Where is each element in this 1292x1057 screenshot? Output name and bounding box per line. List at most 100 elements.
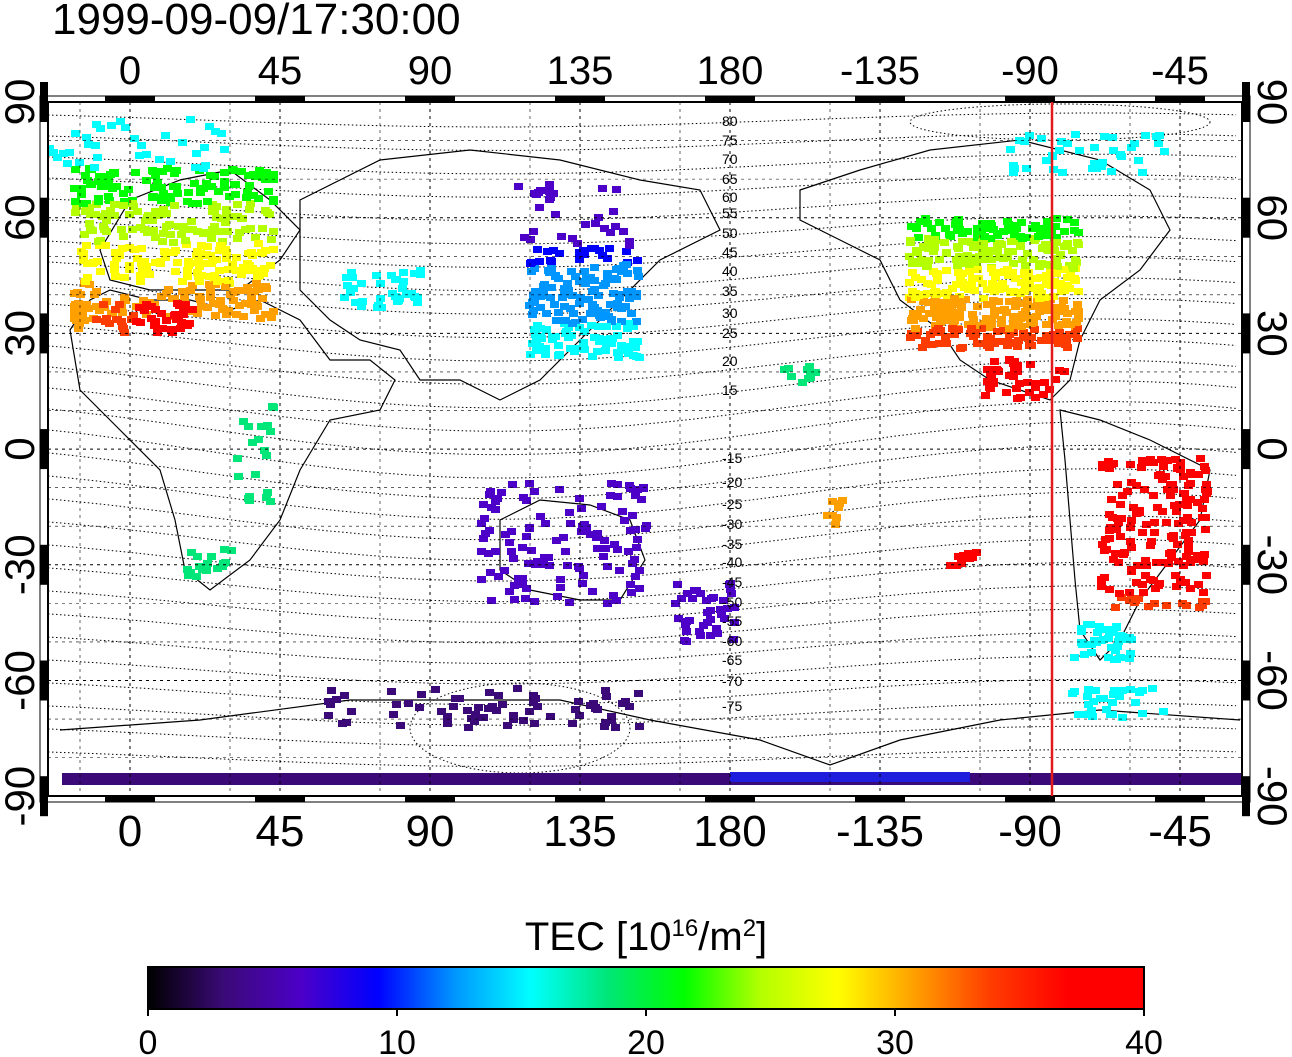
tec-cell bbox=[561, 330, 570, 337]
tec-cell bbox=[610, 275, 619, 282]
tec-cell bbox=[178, 139, 187, 146]
tec-cell bbox=[1050, 278, 1059, 285]
tec-cell bbox=[954, 220, 963, 227]
tec-cell bbox=[1164, 560, 1173, 567]
tec-cell bbox=[720, 615, 729, 622]
tec-cell bbox=[1008, 248, 1017, 255]
tec-cell bbox=[1146, 542, 1155, 549]
tec-cell bbox=[510, 582, 519, 589]
tec-cell bbox=[215, 228, 224, 235]
tec-cell bbox=[635, 585, 644, 592]
tec-cell bbox=[1077, 628, 1086, 635]
tec-cell bbox=[546, 713, 555, 720]
tec-cell bbox=[173, 259, 182, 266]
left-latitude-label: -90 bbox=[0, 766, 43, 827]
tec-cell bbox=[1052, 234, 1061, 241]
tec-cell bbox=[1141, 557, 1150, 564]
tec-cell bbox=[588, 304, 597, 311]
tec-cell bbox=[546, 257, 555, 264]
tec-cell bbox=[1074, 315, 1083, 322]
tec-cell bbox=[543, 248, 552, 255]
tec-cell bbox=[1119, 551, 1128, 558]
tec-cell bbox=[911, 290, 920, 297]
tec-cell bbox=[1126, 538, 1135, 545]
tec-cell bbox=[1026, 361, 1035, 368]
tec-cell bbox=[1090, 160, 1099, 167]
tec-cell bbox=[631, 526, 640, 533]
tec-observation-cells bbox=[34, 116, 1242, 785]
tec-cell bbox=[946, 313, 955, 320]
tec-cell bbox=[541, 345, 550, 352]
tec-cell bbox=[595, 247, 604, 254]
tec-cell bbox=[65, 149, 74, 156]
tec-cell bbox=[166, 231, 175, 238]
tec-cell bbox=[340, 692, 349, 699]
tec-cell bbox=[1138, 687, 1147, 694]
tec-cell bbox=[181, 237, 190, 244]
tec-cell bbox=[811, 369, 820, 376]
tec-cell bbox=[577, 505, 586, 512]
tec-cell bbox=[515, 580, 524, 587]
bottom-longitude-label: 0 bbox=[118, 807, 142, 856]
tec-cell bbox=[1035, 284, 1044, 291]
tec-cell bbox=[929, 248, 938, 255]
tec-cell bbox=[1132, 482, 1141, 489]
tec-cell bbox=[173, 190, 182, 197]
tec-cell bbox=[1087, 649, 1096, 656]
tec-cell bbox=[536, 325, 545, 332]
tec-cell bbox=[180, 294, 189, 301]
tec-cell bbox=[1062, 242, 1071, 249]
contour-label: 20 bbox=[722, 353, 738, 369]
tec-cell bbox=[343, 282, 352, 289]
tec-cell bbox=[997, 338, 1006, 345]
tec-cell bbox=[622, 261, 631, 268]
tec-cell bbox=[629, 323, 638, 330]
tec-cell bbox=[494, 573, 503, 580]
tec-cell bbox=[1039, 391, 1048, 398]
tec-cell bbox=[924, 235, 933, 242]
tec-cell bbox=[1012, 225, 1021, 232]
tec-cell bbox=[222, 311, 231, 318]
tec-cell bbox=[621, 347, 630, 354]
tec-cell bbox=[601, 687, 610, 694]
tec-cell bbox=[935, 256, 944, 263]
tec-cell bbox=[391, 276, 400, 283]
tec-cell bbox=[1059, 297, 1068, 304]
tec-cell bbox=[206, 172, 215, 179]
tec-cell bbox=[443, 720, 452, 727]
tec-cell bbox=[593, 545, 602, 552]
tec-cell bbox=[1113, 515, 1122, 522]
tec-cell bbox=[166, 193, 175, 200]
tec-cell bbox=[578, 345, 587, 352]
tec-cell bbox=[555, 486, 564, 493]
tec-cell bbox=[563, 562, 572, 569]
tec-cell bbox=[1169, 535, 1178, 542]
tec-cell bbox=[1196, 455, 1205, 462]
tec-cell bbox=[1198, 602, 1207, 609]
tec-cell bbox=[547, 284, 556, 291]
tec-cell bbox=[1099, 636, 1108, 643]
tec-cell bbox=[568, 320, 577, 327]
tec-cell bbox=[990, 358, 999, 365]
tec-cell bbox=[931, 310, 940, 317]
tec-cell bbox=[157, 184, 166, 191]
tec-cell bbox=[34, 138, 43, 145]
tec-cell bbox=[1118, 633, 1127, 640]
magnetic-latitude-contours bbox=[48, 103, 1237, 774]
tec-cell bbox=[1011, 303, 1020, 310]
tec-cell bbox=[1035, 295, 1044, 302]
tec-cell bbox=[220, 178, 229, 185]
tec-cell bbox=[961, 296, 970, 303]
tec-cell bbox=[559, 534, 568, 541]
tec-cell bbox=[169, 183, 178, 190]
tec-cell bbox=[1194, 471, 1203, 478]
tec-cell bbox=[1097, 163, 1106, 170]
tec-cell bbox=[935, 340, 944, 347]
tec-cell bbox=[1071, 256, 1080, 263]
tec-cell bbox=[1149, 459, 1158, 466]
tec-cell bbox=[530, 720, 539, 727]
tec-cell bbox=[1055, 329, 1064, 336]
tec-cell bbox=[72, 202, 81, 209]
